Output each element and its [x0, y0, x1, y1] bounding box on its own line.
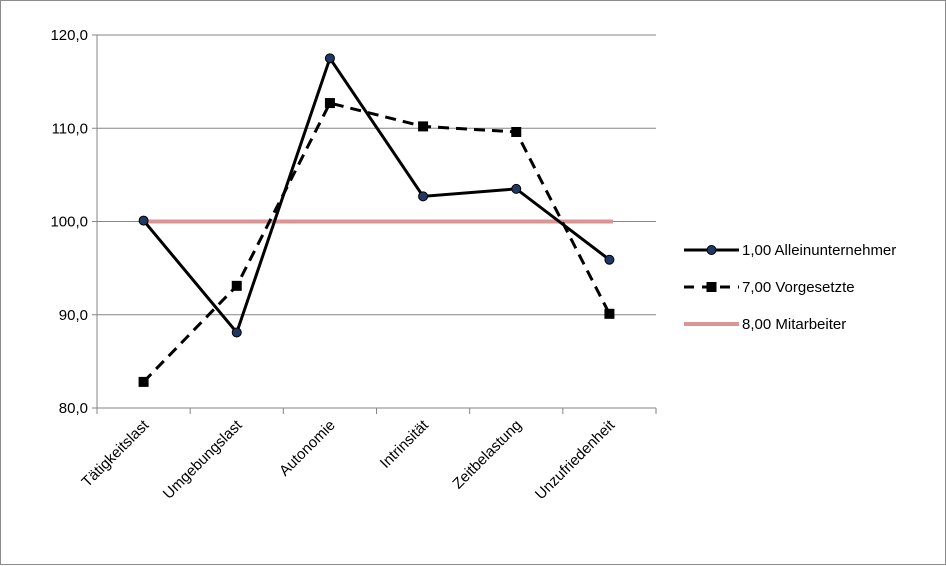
legend-marker — [706, 282, 717, 292]
data-point-vorgesetzte — [511, 126, 522, 137]
series-line-vorgesetzte — [142, 101, 611, 383]
y-tick-label: 110,0 — [52, 120, 88, 137]
data-point-alleinunternehmer — [231, 327, 242, 338]
y-tick-label: 100,0 — [50, 214, 88, 231]
data-point-alleinunternehmer — [324, 53, 335, 64]
data-point-vorgesetzte — [324, 98, 335, 109]
x-category-label: Tätigkeitslast — [78, 416, 153, 491]
data-point-alleinunternehmer — [418, 191, 429, 202]
x-category-label: Unzufriedenheit — [532, 416, 619, 503]
series-line-alleinunternehmer — [142, 54, 611, 336]
data-point-alleinunternehmer — [138, 215, 149, 226]
x-category-label: Umgebungslast — [160, 416, 246, 502]
y-tick-label: 90,0 — [59, 307, 88, 324]
x-category-label: Zeitbelastung — [449, 417, 525, 493]
legend-label: 8,00 Mitarbeiter — [742, 316, 846, 333]
legend-label: 7,00 Vorgesetzte — [742, 279, 855, 296]
x-category-label: Autonomie — [276, 417, 339, 480]
data-point-vorgesetzte — [604, 308, 615, 319]
data-point-alleinunternehmer — [511, 183, 522, 194]
data-point-alleinunternehmer — [604, 254, 615, 265]
data-point-vorgesetzte — [418, 121, 429, 132]
y-tick-label: 80,0 — [59, 400, 88, 417]
data-point-vorgesetzte — [138, 376, 149, 387]
legend-label: 1,00 Alleinunternehmer — [742, 242, 896, 259]
y-tick-label: 120,0 — [50, 27, 88, 44]
legend-marker — [706, 245, 717, 255]
data-point-vorgesetzte — [231, 280, 242, 291]
x-category-label: Intrinsität — [377, 416, 433, 472]
